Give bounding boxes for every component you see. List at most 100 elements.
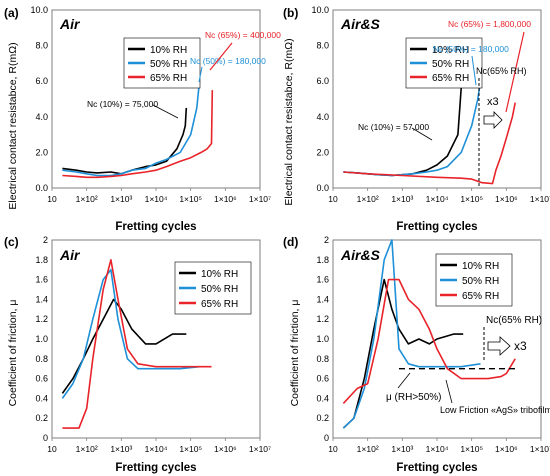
plot-frame (332, 9, 542, 189)
annotation-nc65: Nc (65%) = 400,000 (205, 30, 281, 40)
y-tick-label: 0.0 (316, 183, 329, 193)
x-tick-label: 1×10⁵ (179, 444, 202, 454)
y-tick-label: 1.2 (316, 314, 329, 324)
x-tick-label: 1×10³ (110, 444, 132, 454)
legend-b: 10% RH 50% RH 65% RH (405, 37, 483, 89)
annotation-mu: μ (RH>50%) (386, 392, 442, 403)
x-tick-label: 1×10⁷ (530, 194, 550, 204)
x-tick-label: 1×10⁶ (495, 444, 518, 454)
annotation-x3: x3 (487, 96, 499, 108)
series-line-65-rh (62, 90, 214, 179)
x-axis-label: Fretting cycles (396, 462, 477, 474)
panel-label: (a) (4, 6, 19, 20)
y-axis-label: Electrical contact resistabce, R(mΩ) (283, 38, 295, 205)
x-tick-label: 10 (47, 444, 57, 454)
x-tick-label: 1×10⁴ (145, 194, 168, 204)
y-tick-label: 4.0 (316, 112, 329, 122)
series-c (61, 258, 212, 429)
series-d (342, 239, 516, 429)
x3-arrow-icon (483, 111, 503, 129)
panel-title: Air (59, 247, 81, 263)
y-tick-label: 1.0 (35, 334, 48, 344)
y-tick-label: 0.8 (316, 354, 329, 364)
y-tick-label: 1.0 (316, 334, 329, 344)
series-line-10-rh (342, 278, 464, 429)
annotation-arrow-nc65 (505, 31, 525, 113)
annotation-nc50: Nc (50%) = 180,000 (190, 56, 266, 66)
legend-text-10: 10% RH (462, 261, 499, 272)
annotation-nc10: Nc (10%) = 57,000 (358, 122, 429, 132)
x-tick-label: 1×10⁷ (249, 194, 271, 204)
y-tick-label: 0.2 (35, 413, 48, 423)
x-tick-label: 1×10² (357, 444, 379, 454)
series-line-65-rh (343, 102, 516, 185)
annotation-nc65rh: Nc(65% RH) (476, 66, 527, 76)
x-tick-label: 1×10⁵ (179, 194, 202, 204)
panel-label: (d) (283, 235, 298, 249)
annotation-tribofilm-text: Low Friction «AgS» tribofilm (440, 405, 550, 415)
annotation-nc50-visible: Nc (50%) = 180,000 (433, 44, 509, 54)
panel-b: (b) Electrical contact resistabce, R(mΩ)… (283, 5, 550, 233)
y-tick-label: 0.0 (35, 183, 48, 193)
x-tick-label: 1×10⁴ (426, 444, 449, 454)
panel-c: (c) Coefficient of friction, μ Air 10 1×1… (4, 235, 271, 474)
legend-text-10: 10% RH (432, 45, 469, 56)
x-tick-label: 1×10⁶ (495, 194, 518, 204)
annotation-arrow-nc10 (411, 127, 433, 141)
series-line-65-rh (342, 278, 516, 404)
y-tick-label: 2 (43, 235, 48, 245)
x-tick-label: 1×10⁵ (460, 444, 483, 454)
y-tick-label: 1.4 (316, 294, 329, 304)
x-axis-label: Fretting cycles (115, 462, 196, 474)
y-tick-label: 4.0 (35, 112, 48, 122)
series-line-50-rh (61, 268, 200, 399)
panel-title: Air&S (340, 247, 381, 263)
y-tick-label: 2.0 (316, 147, 329, 157)
y-tick-label: 0.6 (316, 374, 329, 384)
ticks-b: 10 1×10² 1×10³ 1×10⁴ 1×10⁵ 1×10⁶ 1×10⁷ 0.0 2.0 4.… (311, 5, 550, 204)
x-tick-label: 1×10³ (110, 194, 132, 204)
x-tick-label: 10 (328, 444, 338, 454)
y-tick-label: 0.2 (316, 413, 329, 423)
y-tick-label: 0.4 (35, 393, 48, 403)
y-axis-label: Coefficient of friction, μ (289, 300, 301, 407)
y-tick-label: 10.0 (311, 5, 329, 15)
x-tick-label: 1×10⁶ (214, 194, 237, 204)
annotation-tribofilm: Low Friction «AgS» tribofilm (440, 405, 550, 415)
x-tick-label: 1×10⁷ (530, 444, 550, 454)
series-line-65-rh (62, 258, 212, 429)
legend-text-50: 50% RH (201, 284, 238, 295)
annotation-nc10: Nc (10%) = 75,000 (87, 99, 158, 109)
panel-title: Air&S (340, 16, 381, 32)
y-tick-label: 8.0 (35, 41, 48, 51)
y-tick-label: 1.6 (35, 275, 48, 285)
annotation-arrow-nc10 (152, 104, 179, 119)
annotation-arrow-mu (397, 372, 411, 389)
x-tick-label: 1×10³ (391, 194, 413, 204)
x-axis-label: Fretting cycles (115, 221, 196, 233)
panel-label: (b) (283, 6, 298, 20)
y-tick-label: 1.8 (316, 255, 329, 265)
ticks-d: 10 1×10² 1×10³ 1×10⁴ 1×10⁵ 1×10⁶ 1×10⁷ 0 0.2 0.4 0… (316, 235, 550, 454)
annotation-arrow-nc50 (471, 55, 477, 86)
annotation-arrow-tribofilm (445, 379, 453, 404)
legend-text-65: 65% RH (432, 73, 469, 84)
y-tick-label: 1.2 (35, 314, 48, 324)
panel-title: Air (59, 16, 81, 32)
legend-a: 10% RH 50% RH 65% RH (123, 37, 201, 89)
y-axis-label: Coefficient of friction, μ (7, 300, 19, 407)
x-tick-label: 1×10⁵ (460, 194, 483, 204)
y-tick-label: 1.4 (35, 294, 48, 304)
x-tick-label: 1×10³ (391, 444, 413, 454)
y-tick-label: 1.8 (35, 255, 48, 265)
legend-text-50: 50% RH (432, 59, 469, 70)
y-tick-label: 0.6 (35, 374, 48, 384)
x3-arrow-icon (487, 336, 511, 356)
legend-text-10: 10% RH (201, 269, 238, 280)
y-axis-label: Electrical contact resistabce, R(mΩ) (7, 42, 19, 209)
y-tick-label: 0.4 (316, 393, 329, 403)
y-tick-label: 8.0 (316, 41, 329, 51)
ticks-a: 10 1×10² 1×10³ 1×10⁴ 1×10⁵ 1×10⁶ 1×10⁷ 0.0 2.0 4.… (30, 5, 271, 204)
series-line-50-rh (342, 239, 481, 429)
